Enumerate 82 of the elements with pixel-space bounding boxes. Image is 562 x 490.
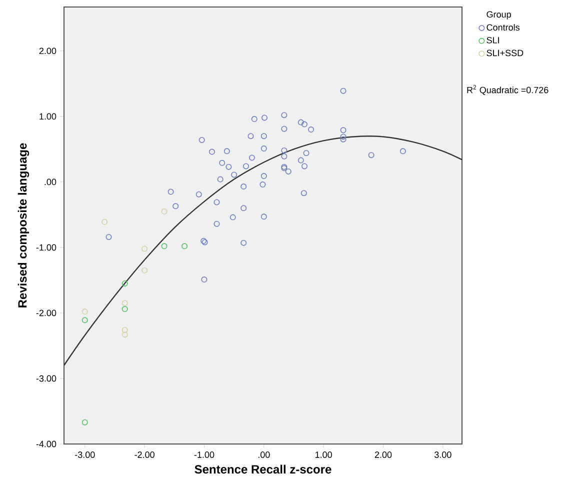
point xyxy=(301,121,308,128)
point xyxy=(182,243,188,250)
point xyxy=(248,133,254,140)
point xyxy=(122,306,128,312)
legend-title: Group xyxy=(486,11,511,20)
point xyxy=(242,163,249,170)
point xyxy=(300,190,307,196)
point xyxy=(122,332,128,338)
point xyxy=(219,160,226,166)
point xyxy=(122,300,128,306)
point xyxy=(230,214,236,220)
point xyxy=(400,148,406,154)
point xyxy=(214,199,220,206)
point xyxy=(281,147,288,154)
point xyxy=(168,188,174,195)
point xyxy=(142,246,148,252)
point xyxy=(281,112,288,118)
x-tick-label: -3.00 xyxy=(75,452,95,458)
y-tick-label: -4.00 xyxy=(36,440,56,448)
y-axis-title: Revised composite language xyxy=(18,143,30,308)
point xyxy=(106,234,112,240)
point xyxy=(196,191,202,198)
point xyxy=(208,148,215,155)
point xyxy=(260,173,267,180)
point xyxy=(82,317,88,324)
point xyxy=(308,126,314,133)
point xyxy=(102,218,108,225)
point xyxy=(281,126,288,132)
point xyxy=(260,146,267,152)
point xyxy=(368,152,374,158)
y-tick-label: 2.00 xyxy=(39,48,56,54)
point xyxy=(161,208,168,214)
point xyxy=(231,172,238,178)
point xyxy=(340,88,346,94)
point xyxy=(340,134,346,140)
point xyxy=(122,280,128,286)
y-tick-label: .00 xyxy=(44,178,56,186)
point xyxy=(201,276,208,283)
y-tick-label: -3.00 xyxy=(36,375,56,382)
x-axis-title: Sentence Recall z-score xyxy=(194,464,332,474)
legend-label: SLI xyxy=(486,37,499,44)
point xyxy=(261,114,268,121)
point xyxy=(298,157,304,164)
line-series xyxy=(64,136,462,366)
point xyxy=(122,327,128,333)
point xyxy=(298,119,304,126)
x-tick-label: .00 xyxy=(258,452,270,458)
point xyxy=(240,205,247,212)
point xyxy=(340,127,346,134)
point xyxy=(260,214,267,220)
point xyxy=(251,116,258,122)
point xyxy=(214,220,220,227)
y-tick-label: 1.00 xyxy=(40,113,56,120)
x-tick-label: -2.00 xyxy=(134,452,154,458)
point xyxy=(226,164,232,170)
point xyxy=(303,150,310,156)
point xyxy=(224,148,230,154)
point xyxy=(217,176,224,182)
point xyxy=(301,163,308,170)
point xyxy=(142,267,148,274)
y-tick-label: -2.00 xyxy=(36,310,56,316)
legend-label: SLI+SSD xyxy=(486,50,524,56)
point xyxy=(340,136,346,142)
text: R$^{2}$ Quadratic =0.726 xyxy=(467,85,548,95)
x-tick-label: 3.00 xyxy=(434,452,452,458)
point xyxy=(82,308,88,315)
point xyxy=(198,137,205,143)
x-tick-label: -1.00 xyxy=(194,452,214,458)
point xyxy=(260,182,266,188)
y-tick-label: -1.00 xyxy=(36,244,56,251)
point xyxy=(82,419,88,426)
x-tick-label: 1.00 xyxy=(315,452,332,458)
point xyxy=(260,133,267,140)
point xyxy=(281,153,288,160)
x-tick-label: 2.00 xyxy=(374,452,392,458)
point xyxy=(240,184,247,190)
legend-label: Controls xyxy=(486,24,520,31)
point xyxy=(172,203,179,210)
point xyxy=(285,168,292,174)
point xyxy=(161,243,168,250)
point xyxy=(240,240,247,246)
point xyxy=(248,154,255,161)
